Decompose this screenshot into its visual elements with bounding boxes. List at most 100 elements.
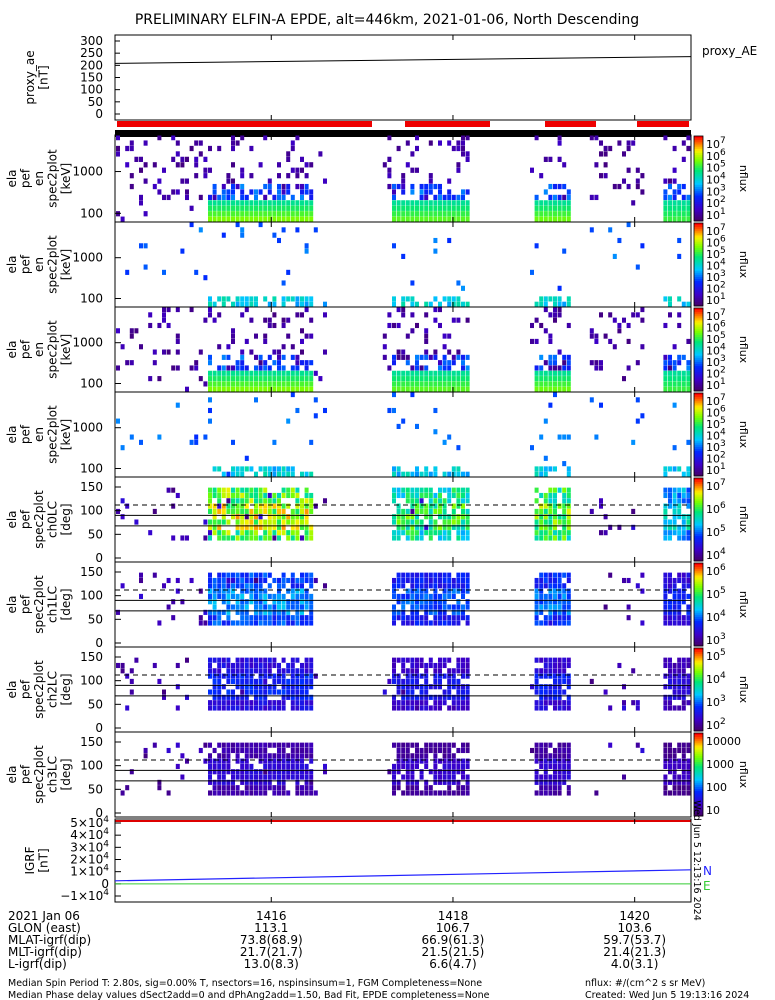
heatmap-cell	[396, 205, 401, 211]
heatmap-cell	[442, 742, 447, 748]
heatmap-cell	[295, 535, 300, 541]
heatmap-cell	[143, 178, 148, 184]
heatmap-cell	[433, 407, 438, 414]
heatmap-cell	[553, 205, 557, 211]
heatmap-cell	[171, 189, 176, 195]
heatmap-cell	[566, 769, 571, 775]
heatmap-cell	[281, 466, 286, 472]
heatmap-cell	[198, 227, 203, 233]
heatmap-cell	[405, 376, 410, 382]
heatmap-cell	[189, 145, 194, 152]
heatmap-cell	[254, 599, 258, 605]
x-row-value: 1420	[619, 909, 650, 923]
colorbar-tick: 102	[706, 195, 726, 210]
heatmap-cell	[258, 514, 263, 520]
heatmap-cell	[663, 508, 668, 514]
heatmap-cell	[309, 668, 314, 674]
heatmap-cell	[139, 167, 143, 173]
heatmap-cell	[244, 662, 249, 669]
colorbar-cell	[694, 413, 703, 417]
heatmap-cell	[258, 593, 263, 599]
heatmap-cell	[396, 577, 401, 584]
heatmap-cell	[295, 588, 300, 594]
heatmap-cell	[405, 360, 410, 366]
heatmap-cell	[221, 583, 226, 589]
heatmap-cell	[465, 381, 470, 387]
heatmap-cell	[672, 753, 677, 759]
heatmap-cell	[442, 439, 447, 445]
heatmap-cell	[557, 758, 562, 764]
proxy-ae-ylabel: proxy_ae [nT]	[23, 50, 51, 104]
heatmap-cell	[290, 514, 295, 520]
heatmap-cell	[171, 487, 176, 493]
heatmap-cell	[557, 307, 562, 313]
heatmap-cell	[221, 700, 226, 706]
heatmap-cell	[447, 237, 452, 244]
heatmap-cell	[272, 519, 277, 525]
heatmap-cell	[410, 588, 415, 594]
heatmap-cell	[534, 678, 539, 684]
heatmap-cell	[309, 604, 314, 610]
heatmap-cell	[566, 524, 571, 530]
heatmap-cell	[244, 211, 249, 217]
heatmap-cell	[461, 498, 465, 504]
heatmap-cell	[553, 763, 557, 769]
heatmap-cell	[456, 530, 461, 536]
heatmap-cell	[461, 657, 465, 663]
heatmap-cell	[557, 662, 562, 669]
heatmap-cell	[254, 519, 258, 525]
heatmap-cell	[185, 657, 189, 663]
heatmap-cell	[203, 156, 208, 162]
heatmap-cell	[428, 216, 433, 222]
heatmap-cell	[686, 769, 691, 775]
heatmap-cell	[548, 216, 553, 222]
heatmap-cell	[401, 296, 406, 302]
heatmap-cell	[221, 471, 226, 477]
heatmap-cell	[235, 200, 240, 206]
pa3-cells	[120, 742, 691, 796]
heatmap-cell	[415, 386, 419, 392]
heatmap-cell	[240, 599, 245, 605]
heatmap-cell	[530, 445, 534, 451]
heatmap-cell	[249, 684, 254, 690]
heatmap-cell	[263, 604, 268, 610]
heatmap-cell	[415, 365, 419, 371]
heatmap-cell	[244, 673, 249, 679]
heatmap-cell	[304, 200, 309, 206]
heatmap-cell	[185, 194, 189, 201]
heatmap-cell	[249, 790, 254, 796]
heatmap-cell	[401, 514, 406, 520]
heatmap-cell	[534, 705, 539, 711]
heatmap-cell	[392, 407, 396, 414]
heatmap-cell	[424, 620, 429, 626]
heatmap-cell	[401, 583, 406, 589]
heatmap-cell	[212, 609, 217, 615]
heatmap-cell	[543, 296, 548, 302]
heatmap-cell	[304, 162, 309, 168]
heatmap-cell	[677, 487, 682, 493]
heatmap-cell	[442, 790, 447, 796]
heatmap-cell	[562, 381, 567, 387]
heatmap-cell	[626, 222, 631, 228]
heatmap-cell	[686, 747, 691, 754]
heatmap-cell	[235, 673, 240, 679]
heatmap-cell	[677, 376, 682, 382]
heatmap-cell	[157, 189, 162, 195]
colorbar-cell	[694, 791, 703, 794]
heatmap-cell	[134, 328, 139, 334]
colorbar-cell	[694, 324, 703, 328]
colorbar-cell	[694, 347, 703, 350]
heatmap-cell	[461, 577, 465, 584]
heatmap-cell	[419, 615, 424, 621]
heatmap-cell	[566, 758, 571, 764]
heatmap-cell	[295, 354, 300, 360]
heatmap-cell	[217, 657, 222, 663]
heatmap-cell	[465, 508, 470, 514]
heatmap-cell	[410, 763, 415, 769]
heatmap-cell	[286, 599, 291, 605]
heatmap-cell	[295, 700, 300, 706]
colorbar-cell	[694, 600, 703, 603]
side-timestamp: Wed Jun 5 12:13:16 2024	[691, 800, 702, 921]
heatmap-cell	[254, 593, 258, 599]
heatmap-cell	[166, 604, 171, 610]
